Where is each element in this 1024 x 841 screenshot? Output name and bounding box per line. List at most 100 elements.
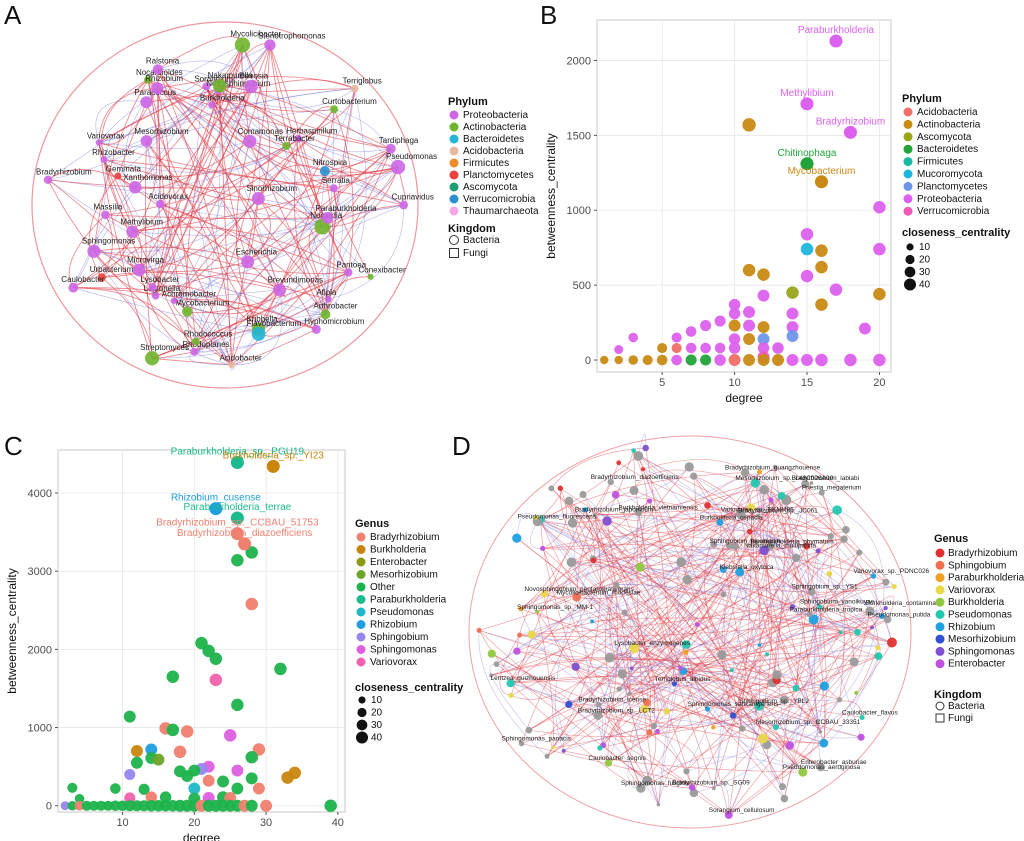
legend-genus-label: Mesorhizobium	[948, 634, 1016, 645]
network-edge	[750, 507, 847, 535]
network-edge	[147, 79, 335, 189]
network-edge	[732, 535, 832, 716]
network-node-label: Terriglobus	[343, 77, 382, 86]
network-edge	[328, 205, 404, 300]
network-edge	[781, 552, 860, 787]
legend-size-label: 20	[371, 708, 383, 719]
network-node-label: Tardiphaga	[379, 136, 419, 145]
scatter-point	[217, 775, 229, 788]
y-tick-label: 4000	[28, 488, 52, 500]
network-node-label: Bradyrhizobium_lablabi	[791, 475, 859, 482]
network-edge	[633, 450, 793, 607]
network-edge	[258, 171, 326, 335]
network-node-label: Sphingobium_sp._YS1	[791, 584, 858, 591]
network-node	[729, 668, 734, 673]
network-edge	[642, 468, 888, 620]
network-edge	[491, 657, 773, 683]
network-node	[140, 135, 153, 147]
network-edge	[535, 517, 783, 787]
scatter-point	[671, 342, 682, 354]
network-node	[827, 533, 834, 540]
network-node	[842, 526, 850, 534]
network-edge	[572, 522, 604, 746]
network-node	[540, 545, 546, 552]
network-edge	[591, 515, 759, 622]
scatter-point-labeled	[238, 537, 252, 551]
network-node	[798, 767, 808, 777]
network-edge	[677, 562, 714, 728]
network-node	[750, 478, 760, 488]
scatter-point-labeled	[266, 459, 280, 473]
network-edge	[530, 521, 543, 549]
network-edge	[218, 90, 335, 189]
network-edge	[133, 69, 159, 94]
network-edge	[540, 519, 577, 667]
network-node	[819, 681, 830, 691]
scatter-point	[873, 242, 886, 256]
network-node	[643, 698, 651, 707]
network-node	[883, 606, 888, 611]
network-node	[710, 541, 718, 548]
scatter-point	[700, 354, 712, 366]
network-edge	[194, 341, 213, 353]
network-edge	[713, 632, 842, 789]
network-edge	[594, 514, 797, 766]
network-node	[607, 478, 614, 486]
network-node	[228, 361, 235, 369]
network-node	[557, 485, 564, 491]
network-edge	[496, 531, 750, 665]
network-node	[476, 627, 482, 633]
network-node-label: Bradyrhizobium_sp._SG09	[672, 779, 750, 786]
network-node	[854, 690, 859, 695]
scatter-point	[757, 354, 770, 366]
network-node-label: Pseudomonas_putida	[868, 611, 931, 618]
legend-phylum-label: Ascomycota	[917, 132, 972, 143]
scatter-point	[628, 355, 638, 365]
legend-genus-label: Burkholderia	[370, 545, 427, 556]
network-node-label: Caulobacter_flavus	[842, 709, 898, 716]
network-node	[656, 802, 661, 807]
panel-c-legend: Genus Bradyrhizobium BurkholderiaEnterobac…	[355, 518, 464, 744]
network-node	[676, 557, 687, 568]
network-node	[832, 505, 842, 515]
network-edge	[770, 499, 812, 593]
legend-swatch	[356, 570, 366, 579]
scatter-point	[252, 782, 265, 795]
scatter-point	[74, 793, 85, 804]
network-edge	[491, 584, 617, 676]
network-node-label: Comamonas	[238, 127, 283, 136]
network-edge	[732, 538, 845, 716]
network-edge	[510, 682, 659, 805]
network-edge	[674, 546, 736, 685]
legend-size-dot	[358, 696, 366, 704]
scatter-point	[245, 546, 258, 559]
network-node	[792, 684, 800, 692]
network-node	[785, 741, 795, 750]
network-edge	[784, 550, 819, 799]
legend-phylum-label: Acidobacteria	[463, 146, 524, 157]
scatter-point	[757, 321, 770, 334]
legend-phylum-title: Phylum	[902, 93, 942, 105]
scatter-point	[209, 652, 223, 666]
network-edge	[328, 188, 343, 300]
network-node-label: Herbaspirillum	[286, 127, 337, 136]
network-edge	[764, 489, 838, 517]
network-edge	[157, 88, 323, 227]
network-edge	[47, 44, 271, 181]
network-node	[815, 548, 821, 554]
network-edge	[160, 203, 232, 365]
scatter-point	[728, 333, 741, 345]
network-edge	[744, 472, 765, 509]
network-node	[533, 515, 539, 520]
scatter-point-labeled	[230, 527, 244, 541]
network-node	[704, 706, 711, 712]
network-node-label: Sphingomonas	[82, 237, 135, 246]
legend-swatch	[449, 170, 459, 180]
network-edge	[644, 550, 765, 710]
network-edge	[768, 523, 832, 547]
network-edge	[219, 85, 249, 263]
legend-swatch	[449, 158, 459, 168]
x-tick-label: 5	[659, 377, 665, 389]
network-node	[882, 578, 890, 586]
network-edge	[707, 504, 732, 545]
